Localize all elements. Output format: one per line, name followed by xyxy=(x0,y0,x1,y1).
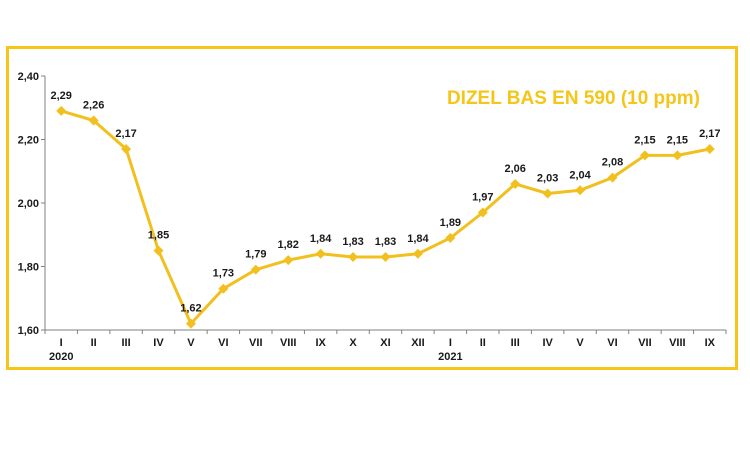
year-label: 2020 xyxy=(49,351,73,363)
x-tick-label: I xyxy=(60,337,63,349)
data-point xyxy=(639,150,650,161)
data-label: 1,84 xyxy=(407,233,429,245)
data-label: 2,08 xyxy=(602,157,623,169)
data-point xyxy=(510,178,521,189)
data-label: 1,83 xyxy=(375,236,396,248)
data-point xyxy=(56,105,67,116)
data-label: 2,04 xyxy=(569,169,591,181)
chart-frame: DIZEL BAS EN 590 (10 ppm) 1,60 1,80 2,00 2,… xyxy=(6,46,738,370)
data-point xyxy=(704,144,715,155)
data-label: 2,17 xyxy=(115,128,136,140)
data-point xyxy=(542,188,553,199)
labels-group: 2,29 2,26 2,17 1,85 1,62 1,73 1,79 1,82 1,84 1,83… xyxy=(51,90,721,315)
data-label: 1,89 xyxy=(440,217,461,229)
data-label: 2,29 xyxy=(51,90,72,102)
data-point xyxy=(315,248,326,259)
data-point xyxy=(445,232,456,243)
data-label: 1,73 xyxy=(213,268,234,280)
data-point xyxy=(121,144,132,155)
data-label: 2,06 xyxy=(505,163,526,175)
data-point xyxy=(250,264,261,275)
x-tick-label: III xyxy=(121,337,130,349)
y-tick-label: 2,40 xyxy=(18,71,39,83)
x-tick-label: IX xyxy=(315,337,326,349)
y-tick-label: 1,60 xyxy=(18,325,39,337)
x-tick-label: VIII xyxy=(669,337,686,349)
data-label: 1,97 xyxy=(472,192,493,204)
x-tick-label: II xyxy=(91,337,97,349)
data-point xyxy=(283,255,294,266)
data-label: 2,15 xyxy=(667,134,688,146)
x-tick-label: VI xyxy=(218,337,228,349)
data-label: 1,83 xyxy=(342,236,363,248)
chart-title: DIZEL BAS EN 590 (10 ppm) xyxy=(447,88,700,109)
x-tick-label: V xyxy=(576,337,584,349)
x-tick-label: VI xyxy=(607,337,617,349)
x-tick-label: VII xyxy=(638,337,651,349)
data-label: 1,85 xyxy=(148,230,169,242)
series-group xyxy=(56,105,715,329)
data-label: 2,03 xyxy=(537,172,558,184)
data-point xyxy=(575,185,586,196)
x-tick-label: IV xyxy=(542,337,553,349)
x-tick-label: IV xyxy=(153,337,164,349)
x-tick-label: V xyxy=(187,337,195,349)
data-label: 2,26 xyxy=(83,99,104,111)
data-point xyxy=(348,251,359,262)
x-tick-label: XI xyxy=(380,337,390,349)
data-point xyxy=(153,245,164,256)
y-tick-label: 2,20 xyxy=(18,135,39,147)
data-point xyxy=(607,172,618,183)
data-point xyxy=(412,248,423,259)
x-tick-label: VII xyxy=(249,337,262,349)
x-tick-label: X xyxy=(349,337,357,349)
data-label: 1,84 xyxy=(310,233,332,245)
series-line xyxy=(60,109,711,326)
x-tick-label: XII xyxy=(411,337,424,349)
data-label: 2,17 xyxy=(699,128,720,140)
line-chart: DIZEL BAS EN 590 (10 ppm) 1,601,802,002,… xyxy=(18,71,727,363)
data-point xyxy=(477,207,488,218)
data-label: 1,82 xyxy=(278,239,299,251)
data-label: 2,15 xyxy=(634,134,655,146)
data-point xyxy=(218,283,229,294)
x-tick-label: II xyxy=(480,337,486,349)
year-label: 2021 xyxy=(438,351,462,363)
data-label: 1,79 xyxy=(245,249,266,261)
data-point xyxy=(185,318,196,329)
x-tick-label: IX xyxy=(705,337,716,349)
axes: 1,601,802,002,202,40I II III IV V VI VII VIII IX… xyxy=(18,71,727,363)
x-tick-label: I xyxy=(449,337,452,349)
data-point xyxy=(88,115,99,126)
x-tick-label: VIII xyxy=(280,337,297,349)
y-tick-label: 2,00 xyxy=(18,198,39,210)
data-point xyxy=(380,251,391,262)
data-label: 1,62 xyxy=(180,303,201,315)
y-tick-label: 1,80 xyxy=(18,262,39,274)
x-tick-label: III xyxy=(511,337,520,349)
data-point xyxy=(672,150,683,161)
